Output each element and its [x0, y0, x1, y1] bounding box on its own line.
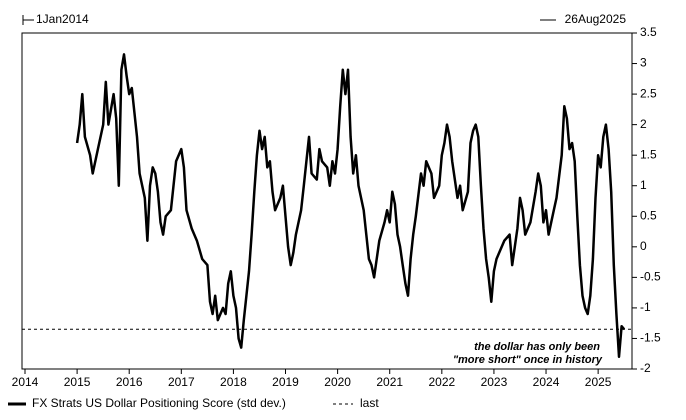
y-tick-label: -1.5 — [640, 331, 661, 345]
x-tick-label: 2024 — [533, 375, 560, 389]
start-date-label: 1Jan2014 — [36, 12, 89, 26]
end-date-label: 26Aug2025 — [565, 12, 627, 26]
annotation: "more short" once in history — [453, 354, 603, 366]
plot-frame — [21, 32, 633, 370]
x-tick-label: 2019 — [272, 375, 299, 389]
x-tick-label: 2015 — [64, 375, 91, 389]
y-tick-label: -1 — [640, 300, 651, 314]
y-tick-label: 2 — [640, 117, 647, 131]
y-tick-label: -0.5 — [640, 270, 661, 284]
y-tick-label: -2 — [640, 361, 651, 375]
x-tick-label: 2021 — [376, 375, 403, 389]
x-tick-label: 2016 — [116, 375, 143, 389]
y-tick-label: 0 — [640, 239, 647, 253]
y-tick-label: 1 — [640, 178, 647, 192]
y-tick-label: 0.5 — [640, 208, 657, 222]
annotation: the dollar has only been — [474, 341, 600, 353]
data-line — [75, 53, 626, 359]
x-tick-label: 2025 — [585, 375, 612, 389]
x-tick-label: 2023 — [481, 375, 508, 389]
y-tick-label: 2.5 — [640, 86, 657, 100]
x-tick-label: 2017 — [168, 375, 195, 389]
y-tick-label: 3.5 — [640, 25, 657, 39]
x-tick-label: 2014 — [12, 375, 39, 389]
y-tick-label: 3 — [640, 56, 647, 70]
legend-label: FX Strats US Dollar Positioning Score (s… — [32, 396, 286, 410]
y-tick-label: 1.5 — [640, 147, 657, 161]
x-tick-label: 2018 — [220, 375, 247, 389]
legend-label: last — [360, 396, 379, 410]
x-tick-label: 2020 — [324, 375, 351, 389]
x-tick-label: 2022 — [428, 375, 455, 389]
